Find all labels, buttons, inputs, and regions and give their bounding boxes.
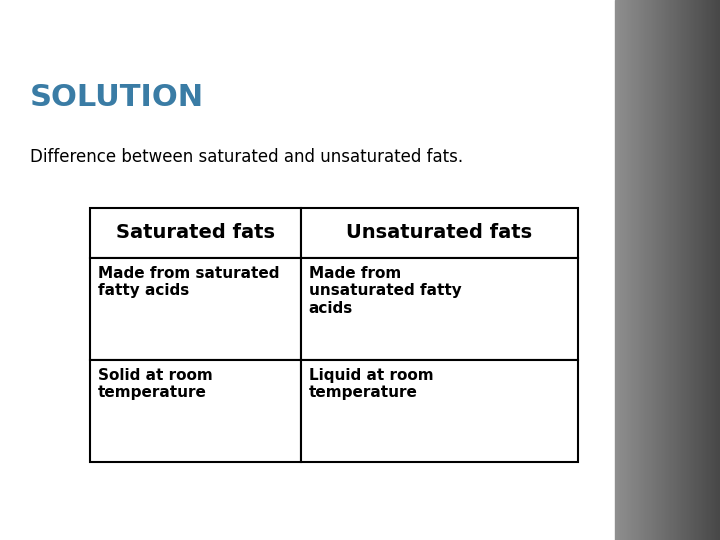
Text: SOLUTION: SOLUTION	[30, 83, 204, 112]
Bar	[618, 0, 621, 540]
Bar	[707, 0, 709, 540]
Bar	[664, 0, 666, 540]
Bar	[649, 0, 652, 540]
Bar	[639, 0, 641, 540]
Bar	[674, 0, 676, 540]
Bar	[669, 0, 671, 540]
Bar	[709, 0, 712, 540]
Bar	[685, 0, 687, 540]
Bar	[661, 0, 663, 540]
Bar	[640, 0, 642, 540]
Bar	[701, 0, 704, 540]
Bar	[691, 0, 693, 540]
Bar	[644, 0, 646, 540]
Bar	[694, 0, 696, 540]
Bar	[618, 0, 620, 540]
Bar	[699, 0, 701, 540]
Text: Difference between saturated and unsaturated fats.: Difference between saturated and unsatur…	[30, 148, 463, 166]
Bar	[634, 0, 637, 540]
Bar	[636, 0, 638, 540]
Bar	[703, 0, 705, 540]
Text: Made from saturated
fatty acids: Made from saturated fatty acids	[98, 266, 279, 299]
Bar	[656, 0, 658, 540]
Bar	[701, 0, 703, 540]
Bar	[654, 0, 657, 540]
Bar	[90, 208, 301, 258]
Bar	[657, 0, 660, 540]
Bar	[637, 0, 639, 540]
Bar	[687, 0, 690, 540]
Bar	[645, 0, 647, 540]
Bar	[716, 0, 719, 540]
Bar	[679, 0, 682, 540]
Bar	[301, 258, 578, 360]
Bar	[623, 0, 625, 540]
Bar	[626, 0, 629, 540]
Bar	[695, 0, 698, 540]
Bar	[642, 0, 645, 540]
Bar	[715, 0, 717, 540]
Bar	[626, 0, 628, 540]
Text: Solid at room
temperature: Solid at room temperature	[98, 368, 212, 400]
Bar	[301, 208, 578, 258]
Bar	[620, 0, 623, 540]
Text: Made from
unsaturated fatty
acids: Made from unsaturated fatty acids	[309, 266, 462, 316]
Bar	[629, 0, 631, 540]
Bar	[616, 0, 618, 540]
Bar	[704, 0, 706, 540]
Bar	[632, 0, 634, 540]
Bar	[696, 0, 698, 540]
Bar	[672, 0, 675, 540]
Bar	[301, 360, 578, 462]
Text: Unsaturated fats: Unsaturated fats	[346, 224, 533, 242]
Text: Liquid at room
temperature: Liquid at room temperature	[309, 368, 433, 400]
Bar	[662, 0, 665, 540]
Bar	[624, 0, 626, 540]
Bar	[666, 0, 668, 540]
Bar	[670, 0, 672, 540]
Bar	[677, 0, 679, 540]
Bar	[628, 0, 630, 540]
Bar	[690, 0, 692, 540]
Bar	[90, 360, 301, 462]
Bar	[631, 0, 633, 540]
Bar	[634, 0, 636, 540]
Bar	[683, 0, 685, 540]
Bar	[665, 0, 667, 540]
Bar	[693, 0, 695, 540]
Bar	[652, 0, 654, 540]
Bar	[648, 0, 650, 540]
Bar	[686, 0, 688, 540]
Bar	[717, 0, 720, 540]
Bar	[698, 0, 700, 540]
Bar	[711, 0, 713, 540]
Bar	[621, 0, 624, 540]
Bar	[650, 0, 652, 540]
Bar	[671, 0, 674, 540]
Bar	[660, 0, 662, 540]
Bar	[675, 0, 678, 540]
Bar	[667, 0, 670, 540]
Bar	[712, 0, 714, 540]
Bar	[719, 0, 720, 540]
Bar	[680, 0, 683, 540]
Bar	[688, 0, 690, 540]
Text: Saturated fats: Saturated fats	[116, 224, 275, 242]
Bar	[658, 0, 660, 540]
Bar	[653, 0, 655, 540]
Bar	[714, 0, 716, 540]
Bar	[90, 258, 301, 360]
Bar	[641, 0, 644, 540]
Bar	[615, 0, 617, 540]
Bar	[647, 0, 649, 540]
Bar	[678, 0, 680, 540]
Bar	[682, 0, 684, 540]
Bar	[708, 0, 711, 540]
Bar	[706, 0, 708, 540]
